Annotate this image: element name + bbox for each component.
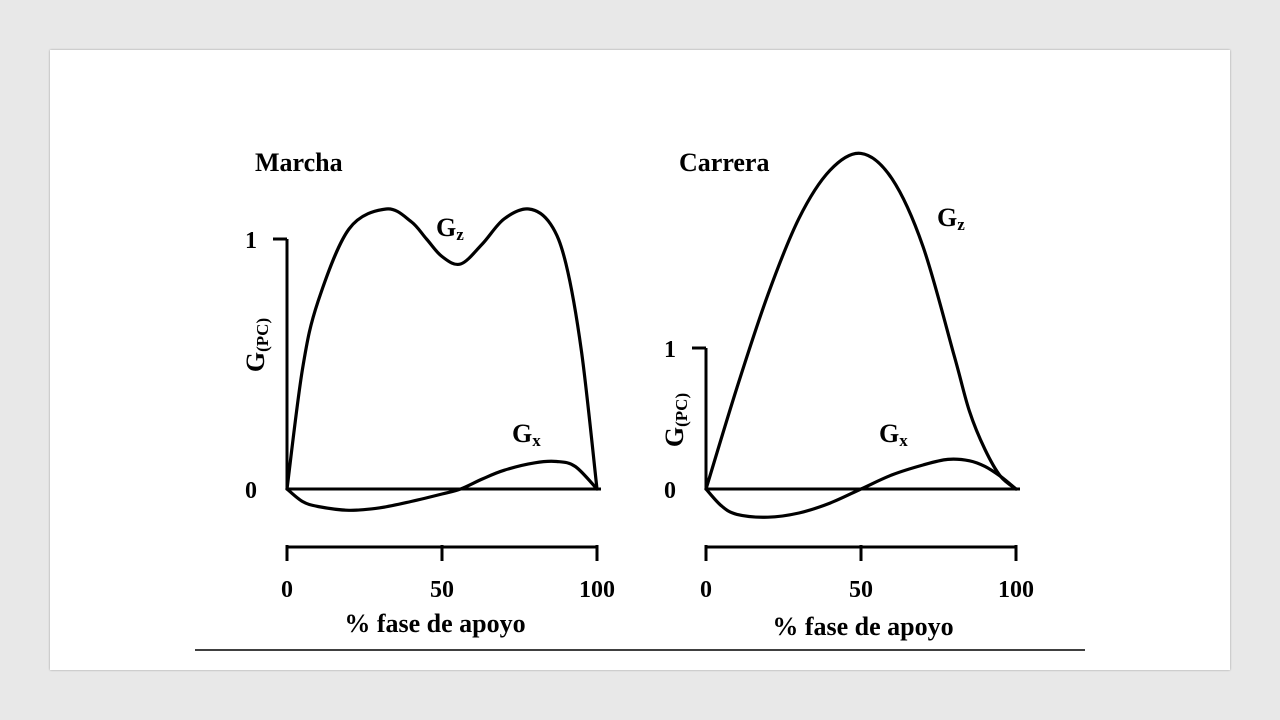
- series-gx-line: [285, 459, 599, 512]
- series-gx-label: Gx: [512, 419, 541, 450]
- series-gz-label: Gz: [937, 203, 965, 234]
- x-tick-label-50: 50: [430, 577, 454, 603]
- y-tick-label-1: 1: [245, 228, 257, 254]
- y-tick-label-0: 0: [664, 478, 676, 504]
- x-tick-label-100: 100: [998, 577, 1034, 603]
- series-gz-line: [704, 151, 1018, 491]
- y-tick-label-1: 1: [664, 337, 676, 363]
- slide: Marcha 1 0 G(PC) 0 50 100% fase de apoyo Gz Gx Ca…: [50, 50, 1230, 670]
- chart-title: Marcha: [255, 148, 343, 177]
- series-gx-label: Gx: [879, 419, 908, 450]
- chart-title: Carrera: [679, 148, 769, 177]
- x-axis-label: % fase de apoyo: [344, 609, 525, 638]
- chart-panel-carrera: Carrera 1 0 G(PC) 0 50 100 % fase de apoyo Gz Gx: [660, 148, 1034, 641]
- x-tick-label-0: 0: [700, 577, 712, 603]
- series-gz-label: Gz: [436, 213, 464, 244]
- y-tick-label-0: 0: [245, 478, 257, 504]
- y-axis-label: G(PC): [241, 318, 272, 372]
- x-axis-label: % fase de apoyo: [772, 612, 953, 641]
- x-tick-label-50: 50: [849, 577, 873, 603]
- x-tick-label-100: 100: [579, 577, 615, 603]
- series-gx-line: [704, 457, 1018, 519]
- series-gz-line: [285, 207, 599, 491]
- y-axis-label: G(PC): [660, 393, 691, 447]
- chart-panel-marcha: Marcha 1 0 G(PC) 0 50 100 % fase de apoyo Gz Gx: [241, 148, 615, 638]
- x-tick-label-0: 0: [281, 577, 293, 603]
